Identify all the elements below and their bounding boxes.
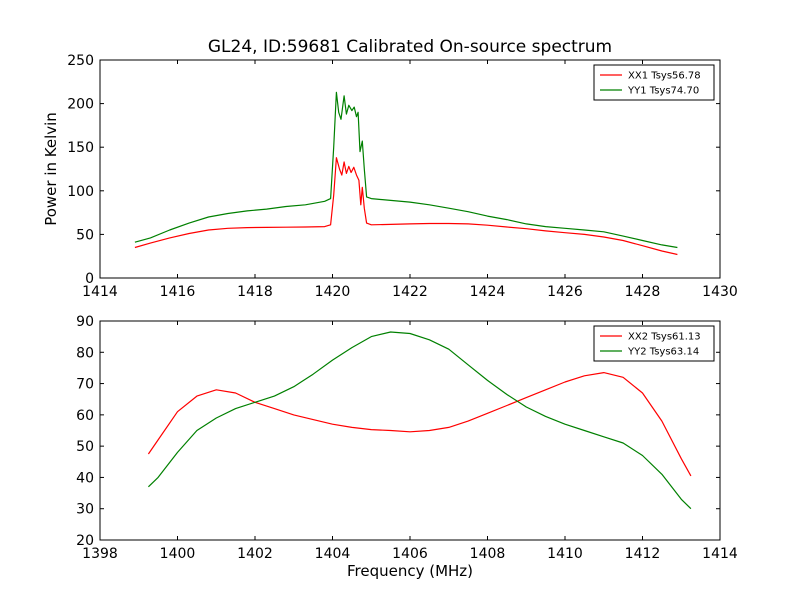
x-tick-label: 1400 <box>160 546 196 562</box>
plot-2: 1398 1400 1402 1404 1406 1408 1410 1412 1414 20 30… <box>76 314 738 580</box>
legend: XX2 Tsys61.13 YY2 Tsys63.14 <box>593 325 715 362</box>
x-axis-label: Frequency (MHz) <box>347 562 473 580</box>
x-tick-label: 1424 <box>470 284 506 300</box>
y-tick-label: 250 <box>67 53 94 69</box>
y-tick-label: 80 <box>76 345 94 361</box>
legend-box <box>593 64 715 101</box>
x-tick-label: 1414 <box>702 546 738 562</box>
x-tick-label: 1416 <box>160 284 196 300</box>
x-tick-label: 1428 <box>625 284 661 300</box>
chart-title: GL24, ID:59681 Calibrated On-source spec… <box>208 37 612 57</box>
y-tick-label: 30 <box>76 502 94 518</box>
y-tick-label: 50 <box>76 439 94 455</box>
x-tick-label: 1402 <box>237 546 273 562</box>
legend-label: YY2 Tsys63.14 <box>627 347 699 358</box>
legend-label: XX2 Tsys61.13 <box>628 332 701 343</box>
plot-1: 1414 1416 1418 1420 1422 1424 1426 1428 1430 0 50 1… <box>42 37 738 300</box>
legend: XX1 Tsys56.78 YY1 Tsys74.70 <box>593 64 715 101</box>
y-tick-label: 200 <box>67 97 94 113</box>
series-line-xx1 <box>134 157 678 256</box>
x-tick-label: 1412 <box>625 546 661 562</box>
series-line-yy1 <box>134 91 678 249</box>
y-tick-label: 60 <box>76 408 94 424</box>
y-tick-label: 70 <box>76 377 94 393</box>
legend-label: XX1 Tsys56.78 <box>628 71 701 82</box>
y-tick-label: 100 <box>67 184 94 200</box>
y-tick-label: 20 <box>76 533 94 549</box>
x-tick-label: 1420 <box>315 284 351 300</box>
y-tick-label: 150 <box>67 140 94 156</box>
x-tick-label: 1430 <box>702 284 738 300</box>
y-axis-label: Power in Kelvin <box>42 112 60 226</box>
y-tick-label: 90 <box>76 314 94 330</box>
x-tick-label: 1422 <box>392 284 428 300</box>
legend-box <box>593 325 715 362</box>
series-line-xx2 <box>147 372 692 477</box>
x-tick-label: 1426 <box>547 284 583 300</box>
x-tick-label: 1418 <box>237 284 273 300</box>
y-tick-label: 50 <box>76 227 94 243</box>
x-tick-label: 1408 <box>470 546 506 562</box>
x-tick-label: 1414 <box>82 284 118 300</box>
x-tick-label: 1410 <box>547 546 583 562</box>
y-tick-label: 0 <box>85 271 94 287</box>
legend-label: YY1 Tsys74.70 <box>627 86 699 97</box>
series-line-yy2 <box>147 331 692 510</box>
x-tick-label: 1404 <box>315 546 351 562</box>
x-tick-label: 1406 <box>392 546 428 562</box>
x-tick-label: 1398 <box>82 546 118 562</box>
y-tick-label: 40 <box>76 470 94 486</box>
